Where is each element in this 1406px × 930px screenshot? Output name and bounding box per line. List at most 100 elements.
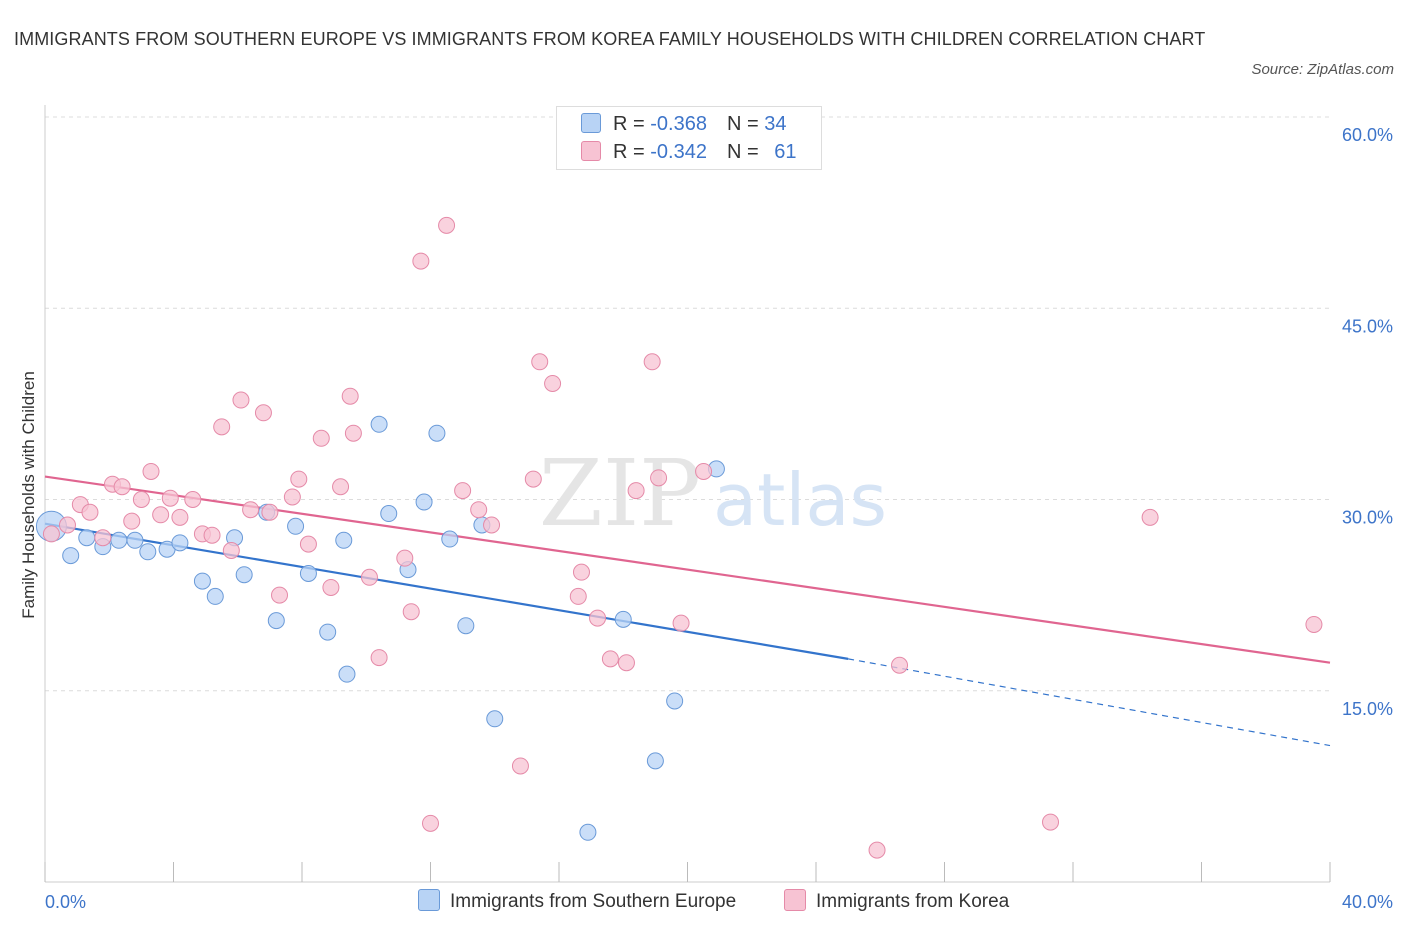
watermark-zip: ZIP [539,440,701,547]
data-point-korea [1042,813,1060,831]
data-point-korea [290,470,308,488]
data-point-korea [402,603,420,621]
legend-row-southern-europe: R = -0.368 N = 34 [581,113,786,137]
data-point-southern-europe [380,505,398,523]
legend-r-value: -0.368 [650,113,707,135]
data-point-korea [360,568,378,586]
data-point-korea [569,587,587,605]
chart-title: IMMIGRANTS FROM SOUTHERN EUROPE VS IMMIG… [14,29,1206,49]
watermark: ZIP atlas [539,440,887,547]
data-point-korea [123,512,141,530]
data-point-korea [643,353,661,371]
data-point-korea [213,418,231,436]
data-point-korea [370,649,388,667]
data-point-korea [203,526,221,544]
data-point-korea [94,529,112,547]
data-point-southern-europe [287,517,305,535]
legend-r-label: R = [613,141,651,163]
data-point-korea [242,501,260,519]
data-point-korea [396,549,414,567]
x-tick-label-min: 0.0% [45,892,86,912]
legend-row-korea: R = -0.342 N = 61 [581,141,796,165]
data-point-korea [113,478,131,496]
y-tick-label: 30.0% [1342,508,1393,528]
data-point-korea [299,535,317,553]
bottom-legend-korea[interactable]: Immigrants from Korea [784,889,1009,913]
data-point-korea [261,503,279,521]
data-point-korea [672,614,690,632]
data-point-korea [332,478,350,496]
data-point-korea [868,841,886,859]
data-point-korea [695,462,713,480]
data-point-southern-europe [193,572,211,590]
data-point-korea [531,353,549,371]
data-point-korea [438,216,456,234]
data-point-korea [312,429,330,447]
data-point-korea [470,501,488,519]
watermark-atlas: atlas [713,458,887,542]
data-point-southern-europe [62,547,80,565]
data-point-korea [601,650,619,668]
data-point-southern-europe [267,612,285,630]
legend-swatch-blue [581,113,601,133]
source-label: Source: ZipAtlas.com [1251,61,1394,78]
data-point-korea [524,470,542,488]
data-point-southern-europe [126,531,144,549]
y-tick-label: 45.0% [1342,316,1393,336]
trend-line-korea [44,475,1331,664]
data-point-korea [254,404,272,422]
data-point-korea [483,516,501,534]
series-southern-europe-points [35,415,725,841]
data-point-southern-europe [171,534,189,552]
y-axis-label: Family Households with Children [19,371,38,619]
data-point-korea [544,374,562,392]
data-point-korea [283,488,301,506]
series-korea-points [42,216,1323,859]
data-point-southern-europe [139,543,157,561]
y-tick-label: 60.0% [1342,125,1393,145]
legend-n-label: N = [726,113,765,135]
bottom-legend-swatch-blue [418,889,440,911]
data-point-southern-europe [415,493,433,511]
data-point-korea [1141,508,1159,526]
y-tick-label: 15.0% [1342,699,1393,719]
data-point-korea [81,503,99,521]
data-point-korea [222,542,240,559]
data-point-southern-europe [614,610,632,628]
legend-n-value: 61 [774,141,797,163]
data-point-korea [152,506,170,524]
data-point-korea [322,578,340,596]
legend-swatch-pink [581,141,601,161]
data-point-southern-europe [335,531,353,549]
data-point-korea [589,609,607,627]
data-point-korea [412,252,430,270]
data-point-korea [650,469,668,487]
bottom-legend-southern-europe[interactable]: Immigrants from Southern Europe [418,889,736,913]
data-point-korea [1305,615,1323,633]
data-point-korea [891,656,909,674]
data-point-korea [344,424,362,442]
data-point-southern-europe [370,415,388,433]
data-point-southern-europe [206,587,224,605]
data-point-korea [627,482,645,500]
legend-r-value: -0.342 [650,141,707,163]
data-point-southern-europe [78,529,96,547]
data-point-southern-europe [666,692,684,710]
data-point-korea [572,563,590,581]
data-point-southern-europe [646,752,664,770]
data-point-korea [341,387,359,405]
data-point-southern-europe [457,617,475,635]
data-point-korea [171,508,189,526]
axes [44,105,1331,883]
data-point-southern-europe [299,564,317,582]
x-tick-label-max: 40.0% [1342,892,1393,912]
data-point-korea [132,491,150,508]
bottom-legend-label: Immigrants from Korea [816,891,1010,912]
tick-labels: 15.0% 30.0% 45.0% 60.0% 0.0% 40.0% [45,125,1393,912]
data-point-korea [422,814,439,832]
data-point-korea [454,482,472,500]
legend-n-value: 34 [764,113,787,135]
legend-n-label: N = [726,141,765,163]
data-point-southern-europe [428,424,446,442]
